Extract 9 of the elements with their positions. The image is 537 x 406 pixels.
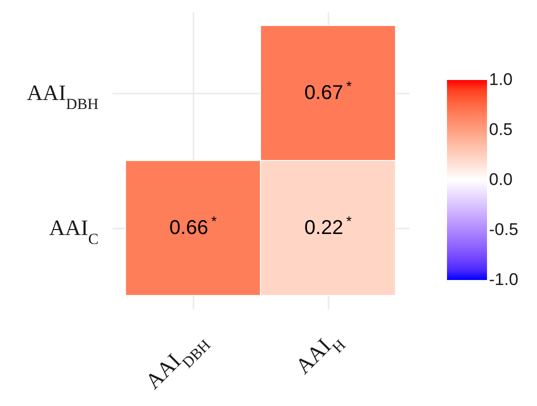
color-bar-label: 0.0 (489, 170, 513, 189)
color-bar-label: -1.0 (489, 270, 518, 289)
data-label: 0.66$^{*}$ (169, 213, 218, 239)
y-tick-label: AAI$_{C}$ (49, 215, 98, 248)
color-bar-label: 0.5 (489, 120, 513, 139)
data-label: 0.67$^{*}$ (304, 78, 352, 104)
color-bar-label: -0.5 (489, 220, 518, 239)
color-bar-label: 1.0 (489, 70, 513, 89)
data-label: 0.22$^{*}$ (304, 213, 352, 239)
